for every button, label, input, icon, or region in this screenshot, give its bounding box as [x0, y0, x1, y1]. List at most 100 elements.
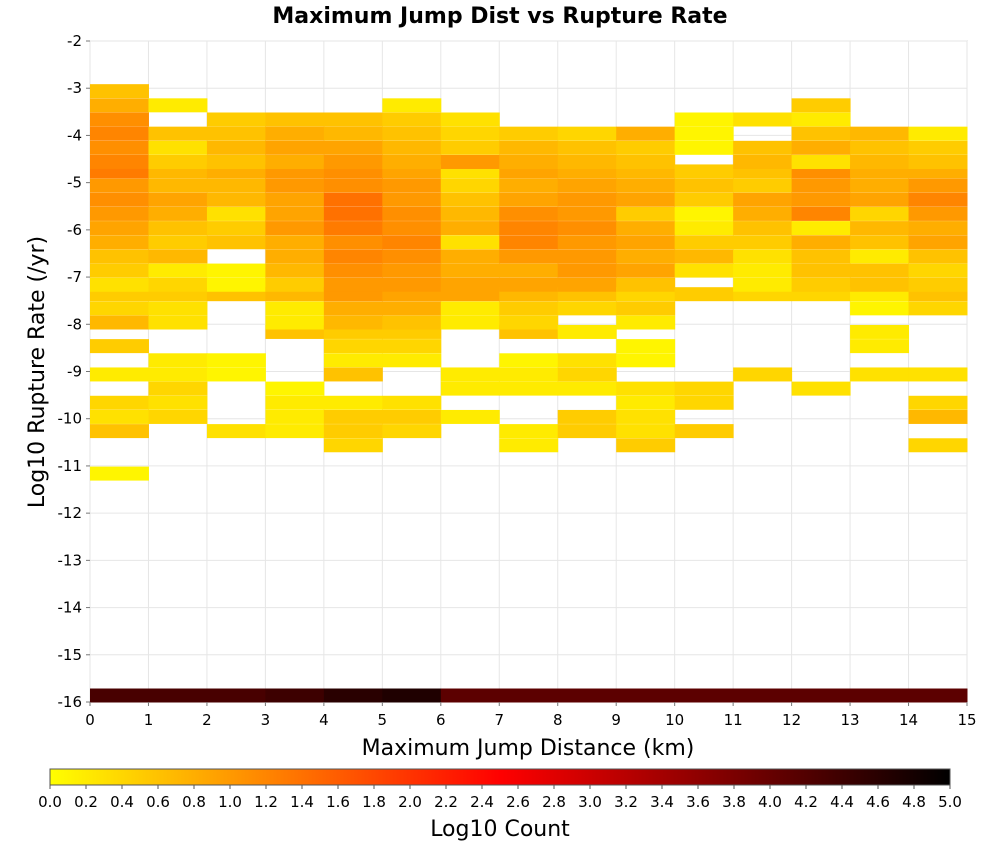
heatmap-cell: [382, 395, 442, 410]
heatmap-cell: [323, 339, 383, 354]
heatmap-cell: [616, 395, 676, 410]
heatmap-cell: [323, 154, 383, 169]
heatmap-cell: [791, 235, 851, 250]
heatmap-cell: [850, 688, 910, 703]
heatmap-cell: [499, 221, 559, 236]
heatmap-cell: [382, 221, 442, 236]
heatmap-cell: [90, 395, 149, 410]
colorbar-tick-label: 2.8: [542, 793, 566, 811]
heatmap-cell: [90, 688, 149, 703]
heatmap-cell: [557, 324, 617, 339]
heatmap-cell: [382, 112, 442, 127]
heatmap-cell: [323, 206, 383, 221]
heatmap-cell: [499, 154, 559, 169]
heatmap-cell: [440, 112, 500, 127]
heatmap-cell: [908, 249, 968, 264]
heatmap-cell: [440, 154, 500, 169]
heatmap-cell: [323, 126, 383, 141]
heatmap-cell: [90, 112, 149, 127]
heatmap-cell: [733, 235, 793, 250]
heatmap-cell: [850, 263, 910, 278]
heatmap-cell: [440, 688, 500, 703]
heatmap-cell: [791, 206, 851, 221]
heatmap-cell: [323, 395, 383, 410]
heatmap-cell: [850, 178, 910, 193]
heatmap-cell: [850, 126, 910, 141]
heatmap-cell: [440, 263, 500, 278]
heatmap-cell: [148, 395, 208, 410]
heatmap-cell: [733, 154, 793, 169]
heatmap-cell: [908, 126, 968, 141]
colorbar-tick-label: 3.2: [614, 793, 638, 811]
heatmap-cell: [791, 263, 851, 278]
heatmap-cell: [265, 277, 325, 292]
heatmap-cell: [674, 424, 734, 439]
y-tick-label: -13: [58, 551, 83, 569]
heatmap-cell: [206, 221, 266, 236]
colorbar: [49, 768, 951, 786]
heatmap-cell: [499, 353, 559, 368]
heatmap-cell: [148, 249, 208, 264]
heatmap-cell: [90, 339, 149, 354]
x-tick-label: 11: [724, 711, 743, 729]
y-tick-label: -5: [67, 174, 82, 192]
heatmap-cell: [908, 688, 968, 703]
heatmap-cell: [791, 154, 851, 169]
heatmap-cell: [206, 353, 266, 368]
heatmap-cell: [90, 409, 149, 424]
heatmap-cell: [90, 301, 149, 316]
heatmap-cell: [206, 112, 266, 127]
x-tick-label: 0: [85, 711, 95, 729]
heatmap-cell: [499, 301, 559, 316]
heatmap-cell: [148, 178, 208, 193]
heatmap-cell: [323, 301, 383, 316]
heatmap-cell: [440, 277, 500, 292]
heatmap-cell: [733, 206, 793, 221]
heatmap-cell: [850, 367, 910, 382]
heatmap-cell: [850, 339, 910, 354]
heatmap-cell: [265, 263, 325, 278]
heatmap-cell: [382, 277, 442, 292]
heatmap-cell: [674, 688, 734, 703]
heatmap-cell: [674, 206, 734, 221]
heatmap-cell: [382, 178, 442, 193]
heatmap-cell: [90, 126, 149, 141]
x-axis-label: Maximum Jump Distance (km): [362, 736, 695, 761]
x-tick-label: 8: [553, 711, 563, 729]
heatmap-cell: [733, 249, 793, 264]
heatmap-cell: [616, 263, 676, 278]
heatmap-cell: [616, 126, 676, 141]
x-tick-label: 5: [378, 711, 388, 729]
heatmap-cell: [90, 277, 149, 292]
heatmap-cell: [557, 424, 617, 439]
colorbar-tick-label: 1.8: [362, 793, 386, 811]
heatmap-cell: [265, 112, 325, 127]
heatmap-cell: [733, 192, 793, 207]
heatmap-cell: [791, 192, 851, 207]
heatmap-cell: [557, 353, 617, 368]
x-tick-label: 6: [436, 711, 446, 729]
y-tick-label: -7: [67, 268, 82, 286]
heatmap-cell: [908, 154, 968, 169]
heatmap-cell: [791, 112, 851, 127]
heatmap-cell: [323, 353, 383, 368]
heatmap-cell: [382, 688, 442, 703]
heatmap-cell: [674, 126, 734, 141]
heatmap-cell: [323, 249, 383, 264]
heatmap-cell: [440, 206, 500, 221]
heatmap-cell: [733, 178, 793, 193]
colorbar-tick-label: 3.0: [578, 793, 602, 811]
heatmap-cell: [733, 688, 793, 703]
x-tick-label: 13: [841, 711, 860, 729]
colorbar-tick-label: 4.6: [866, 793, 890, 811]
heatmap-cell: [323, 192, 383, 207]
colorbar-tick-label: 1.4: [290, 793, 314, 811]
heatmap-cell: [440, 301, 500, 316]
x-tick-label: 2: [202, 711, 212, 729]
heatmap-cell: [499, 688, 559, 703]
heatmap-cell: [148, 263, 208, 278]
heatmap-cells: [90, 84, 968, 703]
heatmap-cell: [382, 235, 442, 250]
heatmap-cell: [265, 140, 325, 155]
heatmap-cell: [440, 178, 500, 193]
